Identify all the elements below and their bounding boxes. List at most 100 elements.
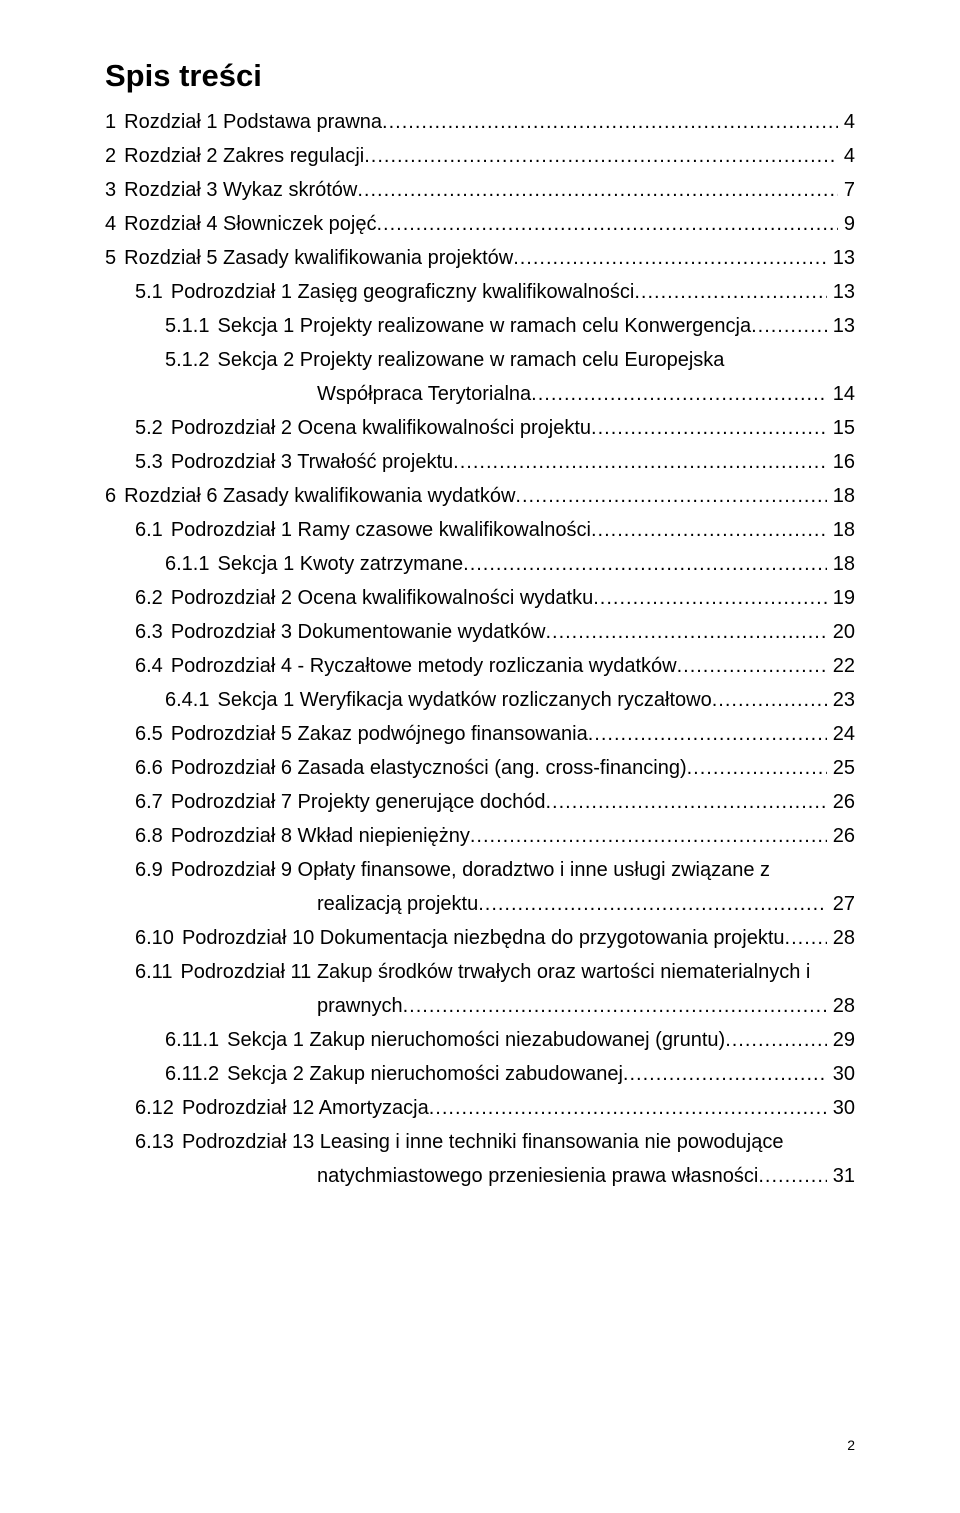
toc-leader	[785, 928, 827, 948]
toc-leader	[463, 554, 827, 574]
toc-entry-number: 5	[105, 248, 124, 268]
toc-leader	[687, 758, 827, 778]
toc-entry-page: 23	[827, 690, 855, 710]
toc-entry-number: 6.11.1	[165, 1030, 227, 1050]
toc-entry-number: 1	[105, 112, 124, 132]
toc-entry-number: 4	[105, 214, 124, 234]
toc-entry-page: 4	[838, 112, 855, 132]
toc-entry-number: 6.10	[135, 928, 182, 948]
toc-leader	[623, 1064, 827, 1084]
toc-entry-page: 4	[838, 146, 855, 166]
toc-entry: 6.11.1Sekcja 1 Zakup nieruchomości nieza…	[105, 1030, 855, 1050]
toc-leader	[478, 894, 827, 914]
toc-entry-page: 22	[827, 656, 855, 676]
toc-entry-label: Sekcja 1 Kwoty zatrzymane	[217, 554, 463, 574]
toc-entry-continuation: prawnych28	[105, 996, 855, 1016]
toc-entry-label-wrap: prawnych	[317, 996, 403, 1016]
toc-entry-label-wrap: Współpraca Terytorialna	[317, 384, 531, 404]
toc-entry: 6.5Podrozdział 5 Zakaz podwójnego finans…	[105, 724, 855, 744]
toc-entry-label: Podrozdział 13 Leasing i inne techniki f…	[182, 1132, 784, 1152]
toc-entry-label: Podrozdział 9 Opłaty finansowe, doradztw…	[171, 860, 770, 880]
toc-entry: 6.11Podrozdział 11 Zakup środków trwałyc…	[105, 962, 855, 982]
page-title: Spis treści	[105, 58, 855, 94]
toc-entry-number: 6.1.1	[165, 554, 217, 574]
toc-entry-label: Rozdział 4 Słowniczek pojęć	[124, 214, 376, 234]
toc-entry-label: Sekcja 1 Zakup nieruchomości niezabudowa…	[227, 1030, 725, 1050]
toc-entry-page: 27	[827, 894, 855, 914]
toc-entry: 5Rozdział 5 Zasady kwalifikowania projek…	[105, 248, 855, 268]
toc-entry: 6.10Podrozdział 10 Dokumentacja niezbędn…	[105, 928, 855, 948]
toc-entry-number: 6.11.2	[165, 1064, 227, 1084]
toc-leader	[591, 418, 827, 438]
toc-entry-page: 18	[827, 520, 855, 540]
toc-entry-label: Rozdział 5 Zasady kwalifikowania projekt…	[124, 248, 513, 268]
toc-leader	[429, 1098, 827, 1118]
toc-entry-label: Sekcja 2 Projekty realizowane w ramach c…	[217, 350, 724, 370]
toc-entry-page: 29	[827, 1030, 855, 1050]
toc-leader	[376, 214, 837, 234]
toc-entry-page: 14	[827, 384, 855, 404]
toc-entry-label: Podrozdział 6 Zasada elastyczności (ang.…	[171, 758, 687, 778]
toc-entry: 5.1.1Sekcja 1 Projekty realizowane w ram…	[105, 316, 855, 336]
toc-entry-number: 5.2	[135, 418, 171, 438]
toc-entry-page: 30	[827, 1098, 855, 1118]
toc-entry-number: 6.6	[135, 758, 171, 778]
toc-entry: 6.3Podrozdział 3 Dokumentowanie wydatków…	[105, 622, 855, 642]
toc-leader	[725, 1030, 827, 1050]
toc-entry-page: 15	[827, 418, 855, 438]
toc-entry-label: Podrozdział 12 Amortyzacja	[182, 1098, 429, 1118]
toc-entry-number: 3	[105, 180, 124, 200]
toc-entry-page: 20	[827, 622, 855, 642]
toc-leader	[591, 520, 827, 540]
toc-entry-continuation: Współpraca Terytorialna 14	[105, 384, 855, 404]
toc-entry-label: Rozdział 6 Zasady kwalifikowania wydatkó…	[124, 486, 515, 506]
toc-entry-page: 18	[827, 486, 855, 506]
toc-entry-page: 30	[827, 1064, 855, 1084]
toc-entry-number: 6	[105, 486, 124, 506]
toc-leader	[513, 248, 827, 268]
toc-entry-label: Podrozdział 11 Zakup środków trwałych or…	[180, 962, 810, 982]
toc-entry-page: 28	[827, 928, 855, 948]
toc-leader	[588, 724, 827, 744]
toc-entry-number: 6.4	[135, 656, 171, 676]
toc-leader	[470, 826, 827, 846]
toc-leader	[751, 316, 827, 336]
toc-entry: 4Rozdział 4 Słowniczek pojęć9	[105, 214, 855, 234]
toc-leader	[546, 792, 827, 812]
toc-entry: 6.6Podrozdział 6 Zasada elastyczności (a…	[105, 758, 855, 778]
toc-entry: 6.11.2Sekcja 2 Zakup nieruchomości zabud…	[105, 1064, 855, 1084]
toc-entry-page: 25	[827, 758, 855, 778]
toc-entry-number: 6.5	[135, 724, 171, 744]
toc-entry-label: Podrozdział 5 Zakaz podwójnego finansowa…	[171, 724, 588, 744]
toc-entry: 6.13Podrozdział 13 Leasing i inne techni…	[105, 1132, 855, 1152]
toc-entry: 6.2Podrozdział 2 Ocena kwalifikowalności…	[105, 588, 855, 608]
toc-entry-number: 6.7	[135, 792, 171, 812]
toc-leader	[364, 146, 838, 166]
toc-entry-page: 13	[827, 282, 855, 302]
toc-entry-page: 24	[827, 724, 855, 744]
toc-entry-page: 19	[827, 588, 855, 608]
toc-entry: 6.8Podrozdział 8 Wkład niepieniężny26	[105, 826, 855, 846]
toc-entry: 3Rozdział 3 Wykaz skrótów7	[105, 180, 855, 200]
table-of-contents: 1Rozdział 1 Podstawa prawna42Rozdział 2 …	[105, 112, 855, 1186]
toc-entry: 6.1.1Sekcja 1 Kwoty zatrzymane18	[105, 554, 855, 574]
toc-leader	[531, 384, 827, 404]
toc-entry-label: Podrozdział 3 Trwałość projektu	[171, 452, 453, 472]
toc-entry-page: 16	[827, 452, 855, 472]
toc-entry-label: Podrozdział 4 - Ryczałtowe metody rozlic…	[171, 656, 677, 676]
toc-entry-continuation: natychmiastowego przeniesienia prawa wła…	[105, 1166, 855, 1186]
toc-leader	[758, 1166, 826, 1186]
toc-entry-label: Sekcja 1 Weryfikacja wydatków rozliczany…	[217, 690, 711, 710]
toc-entry: 6.4Podrozdział 4 - Ryczałtowe metody roz…	[105, 656, 855, 676]
toc-entry: 6Rozdział 6 Zasady kwalifikowania wydatk…	[105, 486, 855, 506]
toc-leader	[712, 690, 827, 710]
toc-leader	[515, 486, 826, 506]
toc-leader	[677, 656, 827, 676]
toc-entry-label: Rozdział 2 Zakres regulacji	[124, 146, 364, 166]
toc-entry-label: Podrozdział 7 Projekty generujące dochód	[171, 792, 546, 812]
page: Spis treści 1Rozdział 1 Podstawa prawna4…	[0, 0, 960, 1513]
toc-entry-label-wrap: natychmiastowego przeniesienia prawa wła…	[317, 1166, 758, 1186]
toc-entry: 5.1Podrozdział 1 Zasięg geograficzny kwa…	[105, 282, 855, 302]
toc-entry: 6.1Podrozdział 1 Ramy czasowe kwalifikow…	[105, 520, 855, 540]
toc-entry-number: 2	[105, 146, 124, 166]
